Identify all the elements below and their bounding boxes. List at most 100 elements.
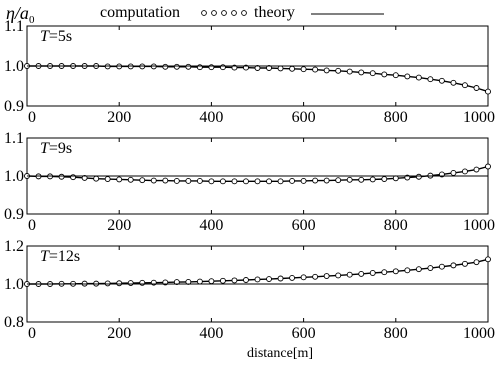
computation-point [208,278,215,285]
panel-3: 0 200 400 600 800 1000 1.2 1.0 0.8 T=12s [4,238,495,342]
computation-point [173,63,180,70]
computation-point [438,263,445,270]
computation-point [266,178,272,185]
x-tick-label: 0 [28,109,36,126]
legend-computation-marker [221,10,227,16]
y-axis-label: η/a0 [6,3,35,26]
computation-point [196,177,203,184]
computation-point [81,174,88,181]
computation-point [219,277,226,284]
computation-point [438,77,445,84]
computation-point [127,176,134,183]
computation-point [208,178,215,185]
computation-point [93,175,100,182]
panel-1: 0 200 400 600 800 1000 1.1 1.0 0.9 T=5s [4,18,495,126]
computation-point [173,279,180,286]
computation-point [415,266,422,273]
computation-point [346,176,353,183]
computation-point [462,260,468,267]
computation-point [162,177,169,184]
computation-point [312,273,319,280]
computation-point [312,177,319,184]
y-tick-label: 0.9 [4,98,24,115]
computation-point [243,277,249,283]
computation-point [358,270,365,277]
computation-point [358,176,365,183]
computation-point [300,274,307,281]
y-tick-label: 0.8 [4,314,24,331]
x-tick-label: 800 [384,109,408,126]
computation-point [358,69,365,76]
computation-point [104,280,111,287]
computation-point [346,271,353,278]
computation-point [219,64,226,71]
computation-point [381,176,388,182]
x-axis-title: distance[m] [247,346,313,361]
computation-point [254,178,261,185]
x-tick-label: 600 [292,217,316,234]
computation-point [323,67,330,74]
computation-point [404,73,411,80]
computation-point [450,170,457,176]
computation-point [58,173,65,180]
computation-point [196,64,203,71]
computation-point [473,259,480,266]
computation-point [381,71,388,78]
panel-period-value: =9s [49,140,72,157]
computation-point [415,74,422,81]
computation-point [208,64,215,71]
x-tick-label: 800 [384,217,408,234]
computation-point [312,66,319,73]
panel-period-variable: T [40,248,50,265]
y-tick-label: 1.1 [4,130,24,147]
y-tick-label: 1.1 [4,18,24,35]
x-tick-label: 200 [107,217,131,234]
computation-point [139,177,146,184]
x-tick-label: 600 [292,109,316,126]
x-tick-label: 400 [199,109,223,126]
y-tick-label: 1.0 [4,58,24,75]
computation-point [485,256,491,263]
computation-point [369,70,376,77]
computation-point [219,178,226,185]
panel-period-variable: T [40,28,50,45]
computation-point [300,177,307,184]
computation-point [243,178,249,185]
computation-point [277,65,284,72]
panel-period-variable: T [40,140,50,157]
computation-point [404,267,411,274]
computation-point [116,176,123,183]
computation-point [381,269,388,276]
x-tick-label: 800 [384,325,408,342]
computation-point [173,177,180,184]
computation-point [266,276,272,283]
computation-point [289,274,296,281]
computation-point [369,176,376,183]
x-tick-label: 0 [28,217,36,234]
computation-point [473,166,480,173]
x-tick-label: 1000 [463,217,495,234]
computation-point [300,66,307,73]
x-tick-label: 400 [199,217,223,234]
legend-computation-label: computation [100,4,180,21]
computation-point [70,174,77,181]
y-tick-label: 1.0 [4,276,24,293]
legend-computation-marker [241,10,247,16]
x-tick-label: 400 [199,325,223,342]
computation-point [450,262,457,269]
y-tick-label: 1.0 [4,168,24,185]
computation-point [185,63,192,70]
x-tick-label: 1000 [463,325,495,342]
computation-point [415,173,422,180]
x-tick-label: 200 [107,325,131,342]
computation-point [346,68,353,75]
panel-period-label: T=9s [40,140,72,157]
x-tick-label: 1000 [463,109,495,126]
panel-period-value: =12s [49,248,80,265]
computation-point [392,72,399,79]
computation-point [150,177,157,184]
computation-point [462,82,468,89]
computation-point [254,276,261,283]
